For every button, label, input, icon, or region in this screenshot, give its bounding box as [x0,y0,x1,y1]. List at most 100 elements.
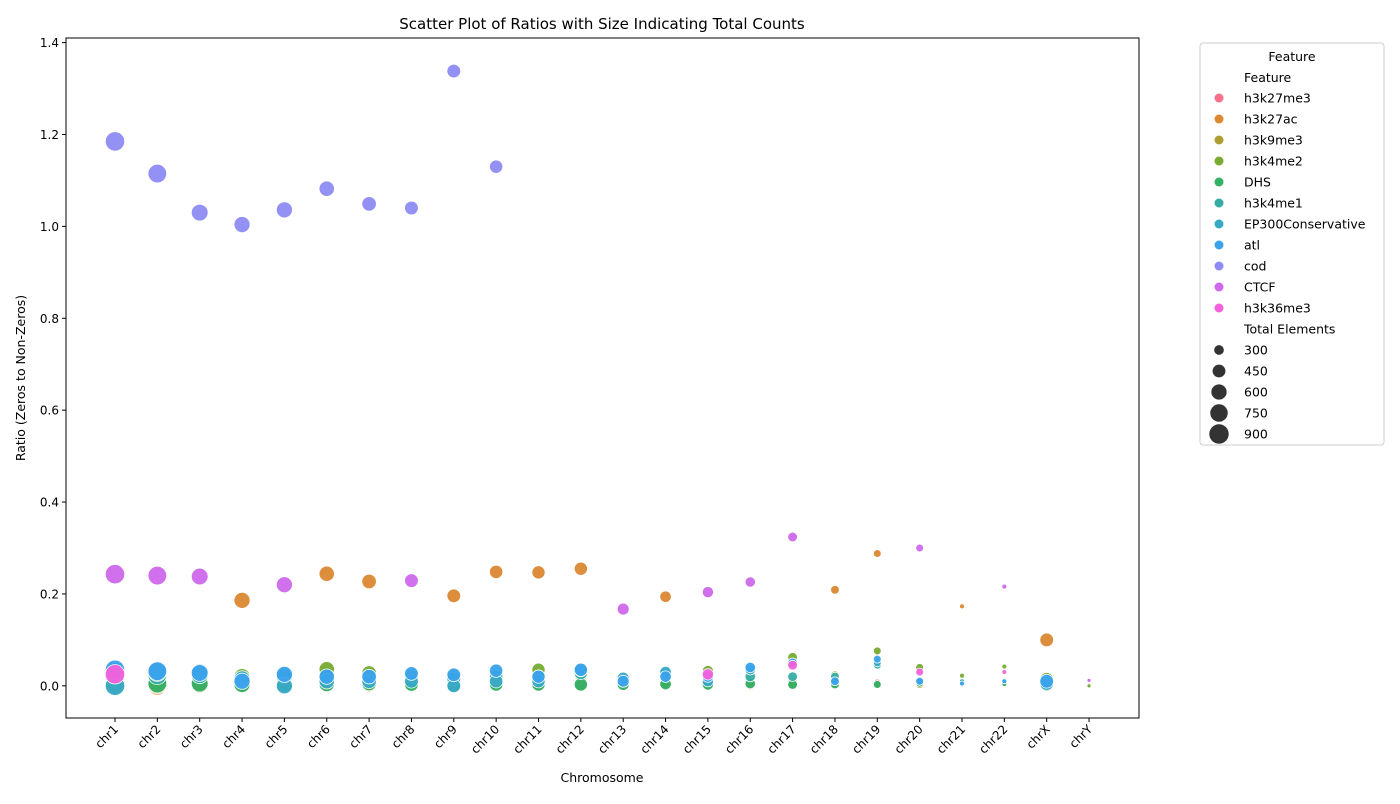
data-point [190,203,209,222]
data-point [104,564,126,585]
data-point [573,561,588,576]
legend-size-label: 750 [1244,406,1268,421]
y-axis-label: Ratio (Zeros to Non-Zeros) [13,295,28,461]
data-point [233,216,251,233]
data-point [1086,683,1092,689]
y-tick-label: 1.2 [40,128,59,142]
legend-label: h3k36me3 [1244,301,1311,316]
data-point [787,659,798,671]
legend-size-label: 450 [1244,364,1268,379]
plot-area: 0.0 0.2 0.4 0.6 0.8 1.0 1.2 1.4 chr1 chr2 chr3 chr4… [40,36,1140,756]
data-point [404,573,419,588]
data-point [616,602,630,616]
data-point [318,668,335,685]
data-point [446,588,462,604]
legend-size-marker [1212,364,1226,378]
data-point [361,668,377,685]
legend-marker [1214,156,1224,166]
data-point [959,603,965,610]
legend-marker [1214,282,1224,292]
legend-label: h3k4me1 [1244,196,1303,211]
data-point [915,667,924,677]
legend-label: CTCF [1244,280,1276,295]
data-point [190,664,209,682]
x-tick-label: chr8 [389,722,418,751]
data-point [489,663,504,678]
data-point [573,662,588,677]
y-tick-label: 1.4 [40,36,59,50]
x-tick-label: chr9 [431,722,460,751]
legend-label: DHS [1244,175,1271,190]
data-point [446,63,462,79]
x-tick-label: chr6 [304,722,333,751]
data-point [147,163,168,184]
data-point [701,668,714,681]
legend-label: EP300Conservative [1244,217,1366,232]
legend-marker [1214,303,1224,313]
legend-marker [1214,177,1224,187]
legend-marker [1214,261,1224,271]
y-tick-label: 0.4 [40,496,59,510]
x-tick-label: chr15 [680,722,714,756]
legend-box [1199,42,1385,446]
data-point [659,590,672,603]
chart-title: Scatter Plot of Ratios with Size Indicat… [399,15,805,33]
x-tick-label: chr3 [177,722,206,751]
legend-marker [1214,198,1224,208]
data-point [744,661,756,674]
data-point [959,680,965,687]
x-tick-label: chr2 [135,722,164,751]
legend-marker [1214,135,1224,145]
data-point [318,180,335,197]
legend: Feature Feature h3k27me3 h3k27ac h3k9me3 h3k4… [1199,42,1385,446]
data-point [318,565,335,582]
legend-size-marker [1209,424,1229,444]
x-tick-label: chr7 [346,722,375,751]
data-point [361,196,377,212]
legend-marker [1214,219,1224,229]
data-point [275,665,293,683]
x-tick-label: chr10 [468,722,502,756]
x-tick-label: chrY [1067,722,1096,751]
legend-title: Feature [1268,49,1316,64]
data-point [104,664,126,685]
data-point [147,661,168,681]
x-tick-label: chrX [1024,722,1053,751]
data-point [1086,677,1092,683]
legend-marker [1214,93,1224,103]
data-point [1039,632,1054,648]
x-tick-label: chr12 [553,722,587,756]
x-tick-label: chr16 [722,722,756,756]
data-point [959,672,965,679]
data-point [616,674,630,688]
legend-size-title: Total Elements [1243,322,1335,337]
legend-label: h3k27ac [1244,112,1298,127]
data-point [915,543,924,553]
data-point [404,666,419,681]
legend-marker [1214,240,1224,250]
data-point [233,672,251,690]
data-point [915,676,924,686]
legend-label: h3k9me3 [1244,133,1303,148]
legend-label: cod [1244,259,1266,274]
x-tick-label: chr19 [849,722,883,756]
y-tick-label: 0.6 [40,404,59,418]
data-point [147,565,168,586]
legend-size-marker [1214,345,1224,355]
y-tick-label: 0.0 [40,679,59,693]
y-tick-label: 1.0 [40,220,59,234]
data-point [275,576,293,594]
points-layer [104,63,1092,696]
data-point [744,576,756,588]
x-tick-label: chr4 [219,722,248,751]
legend-size-label: 900 [1244,427,1268,442]
x-tick-label: chr22 [976,722,1010,756]
legend-hue-title: Feature [1244,70,1292,85]
data-point [446,667,462,683]
legend-size-marker [1210,404,1228,422]
data-point [190,567,209,586]
plot-frame [65,37,1140,719]
data-point [872,549,882,558]
data-point [872,680,882,689]
